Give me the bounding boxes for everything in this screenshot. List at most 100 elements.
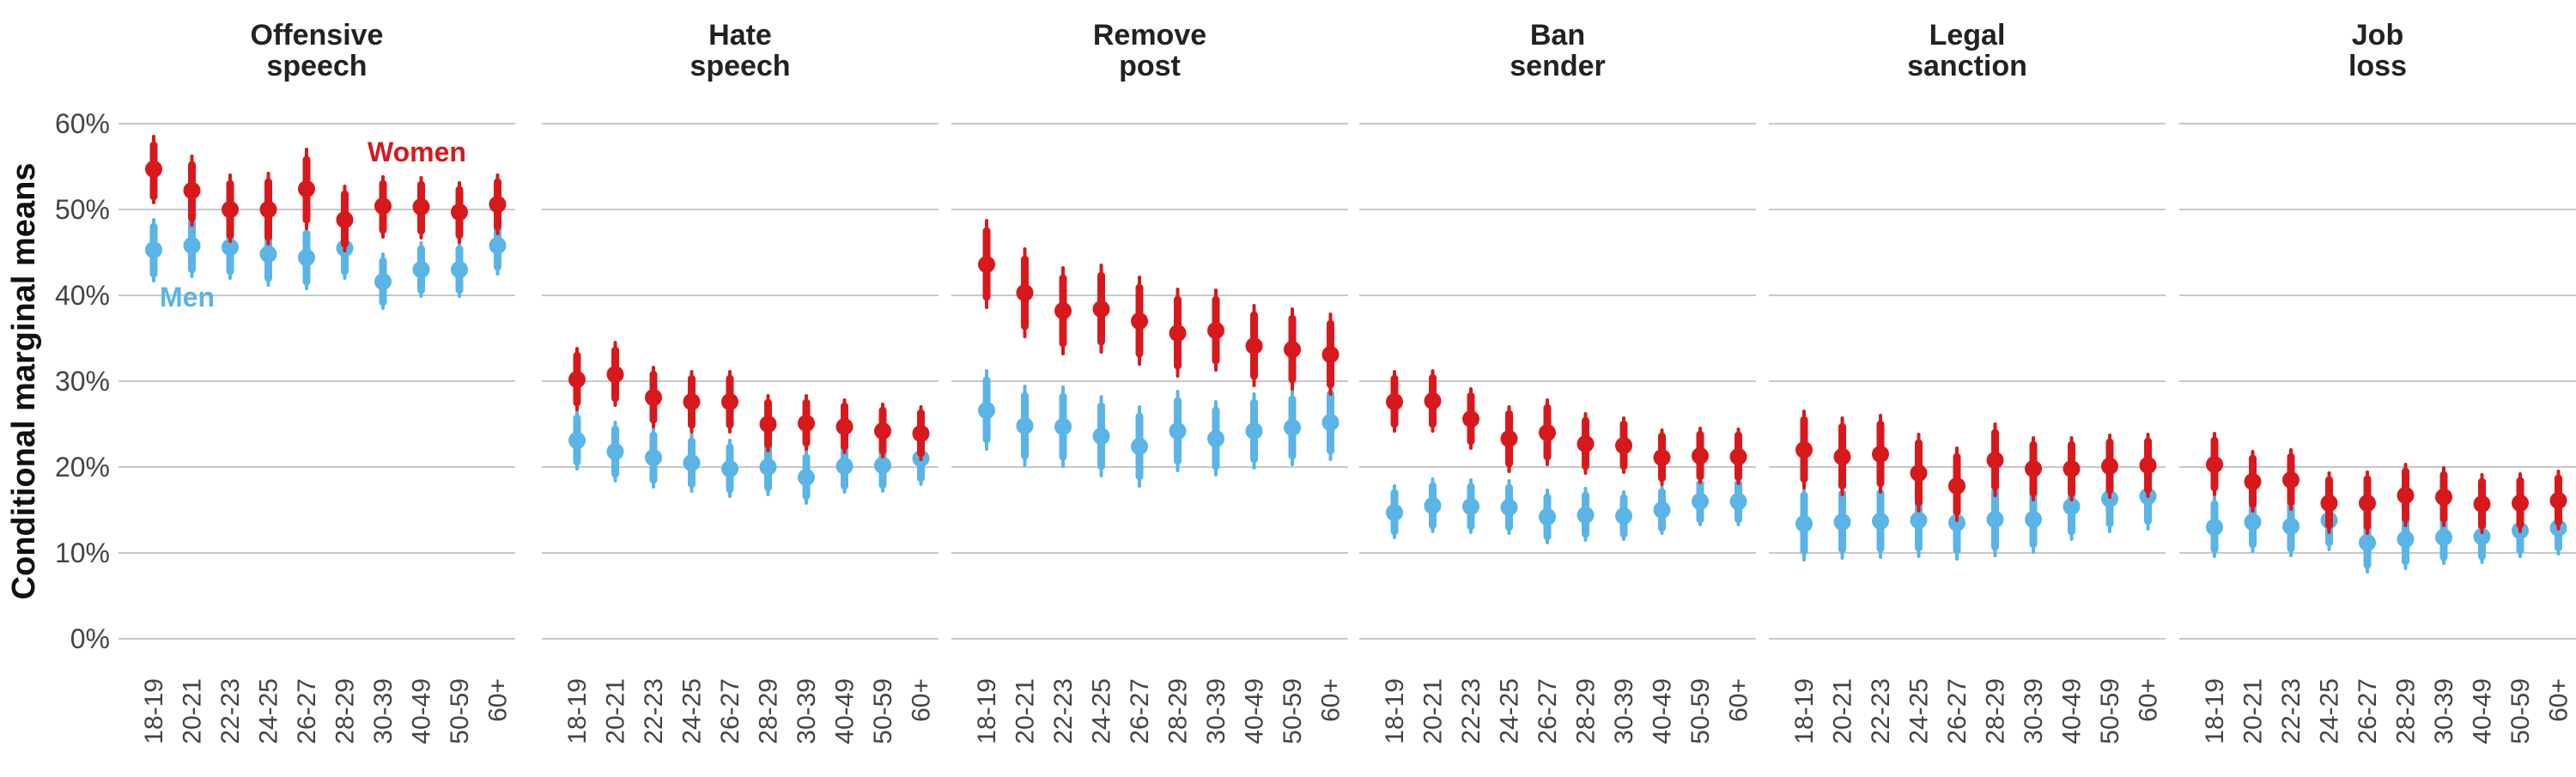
y-tick-label: 60%	[55, 108, 110, 139]
men-point	[1539, 508, 1556, 525]
x-tick-label: 24-25	[678, 678, 707, 744]
x-tick-label: 28-29	[1982, 678, 2010, 744]
x-tick-label: 30-39	[1202, 678, 1230, 744]
x-tick-label: 24-25	[1905, 678, 1934, 744]
x-tick-label: 28-29	[755, 678, 783, 744]
women-point	[1284, 341, 1301, 358]
men-point	[374, 273, 392, 290]
y-tick-label: 40%	[55, 280, 110, 311]
women-point	[183, 182, 201, 199]
x-tick-label: 26-27	[1534, 678, 1562, 744]
panel-title-line: speech	[266, 50, 367, 82]
x-tick-label: 30-39	[2430, 678, 2458, 744]
x-tick-label: 26-27	[1943, 678, 1971, 744]
men-point	[1092, 428, 1110, 445]
women-point	[2359, 495, 2376, 512]
women-point	[1245, 337, 1263, 355]
women-point	[145, 161, 162, 178]
men-point	[1016, 417, 1034, 434]
women-point	[1577, 435, 1595, 452]
men-point	[1653, 501, 1671, 519]
women-point	[2549, 492, 2567, 509]
panel-title-line: sender	[1510, 50, 1606, 82]
women-point	[1986, 452, 2004, 469]
women-point	[1424, 392, 1442, 410]
women-point	[259, 201, 277, 218]
women-point	[2320, 495, 2338, 512]
men-point	[2359, 534, 2376, 551]
men-point	[1169, 422, 1187, 440]
x-tick-label: 20-21	[2239, 678, 2268, 744]
women-point	[1386, 393, 1403, 410]
women-point	[2025, 460, 2042, 477]
women-point	[1462, 410, 1479, 428]
x-tick-label: 30-39	[1610, 678, 1638, 744]
women-point	[2206, 456, 2223, 473]
men-point	[2397, 531, 2415, 548]
y-axis-title: Conditional marginal means	[6, 163, 42, 600]
men-point	[1729, 493, 1747, 510]
women-point	[1615, 437, 1632, 454]
men-point	[489, 237, 507, 254]
x-tick-label: 18-19	[1381, 678, 1409, 744]
x-tick-label: 18-19	[140, 678, 168, 744]
women-point	[2473, 495, 2491, 513]
men-point	[2206, 519, 2223, 536]
x-tick-label: 40-49	[408, 678, 436, 744]
men-point	[2244, 513, 2262, 531]
men-point	[1795, 515, 1813, 532]
men-point	[978, 402, 995, 419]
x-tick-label: 60+	[484, 678, 513, 722]
x-tick-label: 26-27	[293, 678, 321, 744]
women-point	[1500, 430, 1518, 447]
x-tick-label: 50-59	[1279, 678, 1307, 744]
x-tick-label: 20-21	[1012, 678, 1040, 744]
women-point	[2101, 458, 2118, 475]
x-tick-label: 60+	[1317, 678, 1346, 722]
women-point	[759, 416, 777, 433]
men-series-label: Men	[160, 282, 215, 313]
women-point	[374, 197, 392, 215]
women-point	[1169, 325, 1187, 342]
x-tick-label: 60+	[1725, 678, 1753, 722]
panel-title-line: post	[1119, 50, 1181, 82]
women-point	[1016, 284, 1034, 301]
x-tick-label: 22-23	[1049, 678, 1078, 744]
men-point	[835, 458, 854, 475]
y-tick-label: 0%	[70, 623, 110, 654]
x-tick-label: 22-23	[2277, 678, 2306, 744]
x-tick-label: 50-59	[869, 678, 897, 744]
men-point	[1986, 511, 2004, 528]
x-tick-label: 60+	[2545, 678, 2573, 722]
women-point	[1131, 313, 1148, 330]
x-tick-label: 18-19	[563, 678, 592, 744]
x-tick-label: 18-19	[973, 678, 1001, 744]
x-tick-label: 22-23	[640, 678, 668, 744]
x-tick-label: 20-21	[1419, 678, 1448, 744]
women-point	[2512, 495, 2529, 512]
women-point	[1795, 441, 1813, 458]
x-tick-label: 24-25	[1088, 678, 1116, 744]
women-point	[2244, 473, 2262, 490]
women-point	[412, 198, 430, 215]
x-tick-label: 40-49	[1649, 678, 1677, 744]
panel-title-line: speech	[690, 50, 790, 82]
y-axis-title-group: Conditional marginal means	[6, 163, 42, 600]
men-point	[145, 241, 162, 258]
women-point	[1910, 464, 1928, 482]
men-point	[2063, 498, 2081, 515]
y-tick-label: 50%	[55, 194, 110, 225]
men-point	[721, 460, 738, 477]
y-tick-label: 30%	[55, 366, 110, 397]
men-point	[759, 458, 777, 476]
x-tick-label: 22-23	[1867, 678, 1895, 744]
women-point	[1729, 448, 1747, 465]
x-tick-label: 50-59	[2096, 678, 2124, 744]
y-tick-label: 20%	[55, 452, 110, 483]
women-point	[645, 389, 662, 406]
women-point	[1948, 477, 1965, 495]
panel-title-line: Ban	[1530, 19, 1585, 52]
